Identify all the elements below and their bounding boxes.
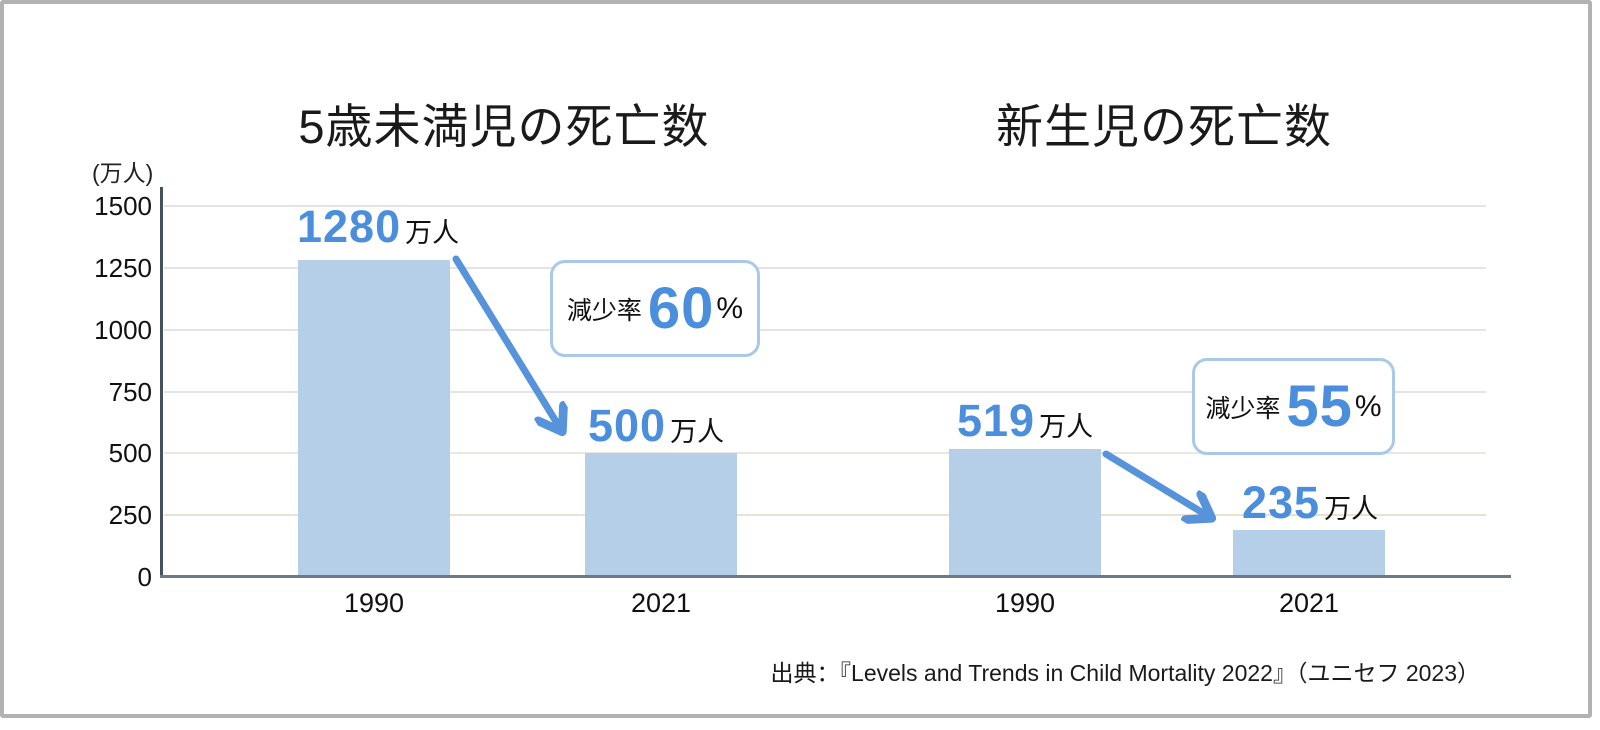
y-tick-label-500: 500 [108,438,152,469]
reduction-label: 減少率 [1205,394,1281,423]
reduction-value: 60 [647,276,715,341]
value-number: 235 [1242,477,1321,528]
reduction-badge-under5: 減少率 60 % [550,260,760,357]
y-tick-label-1250: 1250 [94,252,152,283]
value-number: 1280 [297,201,402,252]
y-tick-label-1000: 1000 [94,314,152,345]
reduction-badge-newborn: 減少率 55 % [1192,358,1395,455]
source-citation: 出典：『Levels and Trends in Child Mortality… [770,660,1480,686]
y-tick-label-0: 0 [137,562,152,592]
gridline-1000 [164,328,1486,331]
reduction-value: 55 [1286,374,1353,439]
value-label-newborn-1990: 519 万人 [957,395,1093,447]
x-label-newborn-2021: 2021 [1278,588,1340,618]
value-unit: 万人 [405,218,460,248]
value-number: 519 [957,395,1036,446]
gridline-1250 [164,266,1486,269]
y-tick-label-750: 750 [108,376,152,407]
panel-title-under5: 5歳未満児の死亡数 [298,100,710,153]
reduction-label: 減少率 [566,296,642,325]
y-axis-unit-label: (万人) [92,160,154,186]
chart-card: 5歳未満児の死亡数 新生児の死亡数 (万人) 1500 1250 1000 750 50… [0,0,1592,718]
value-unit: 万人 [670,417,725,447]
value-label-under5-2021: 500 万人 [588,400,724,452]
y-tick-label-1500: 1500 [94,191,152,221]
bar-newborn-2021 [1233,530,1385,577]
x-label-under5-2021: 2021 [630,588,692,618]
gridline-750 [164,390,1486,393]
percent-sign: % [716,291,744,325]
x-axis-line [160,575,1511,578]
x-label-under5-1990: 1990 [343,588,405,618]
value-label-newborn-2021: 235 万人 [1242,477,1378,529]
value-label-under5-1990: 1280 万人 [297,201,459,253]
panel-title-newborn: 新生児の死亡数 [996,100,1332,153]
y-tick-label-250: 250 [108,500,152,531]
value-number: 500 [588,400,667,451]
gridline-1500 [164,205,1486,207]
bar-newborn-1990 [949,448,1101,577]
y-axis-line [160,187,163,578]
gridline-250 [164,514,1486,517]
x-label-newborn-1990: 1990 [994,588,1056,618]
bar-under5-1990 [298,260,450,577]
value-unit: 万人 [1324,494,1379,524]
value-unit: 万人 [1039,412,1094,442]
decrease-arrow-newborn [1102,450,1208,516]
bar-under5-2021 [585,453,737,577]
gridline-500 [164,452,1486,455]
decrease-arrow-under5 [452,255,560,428]
percent-sign: % [1354,389,1382,423]
